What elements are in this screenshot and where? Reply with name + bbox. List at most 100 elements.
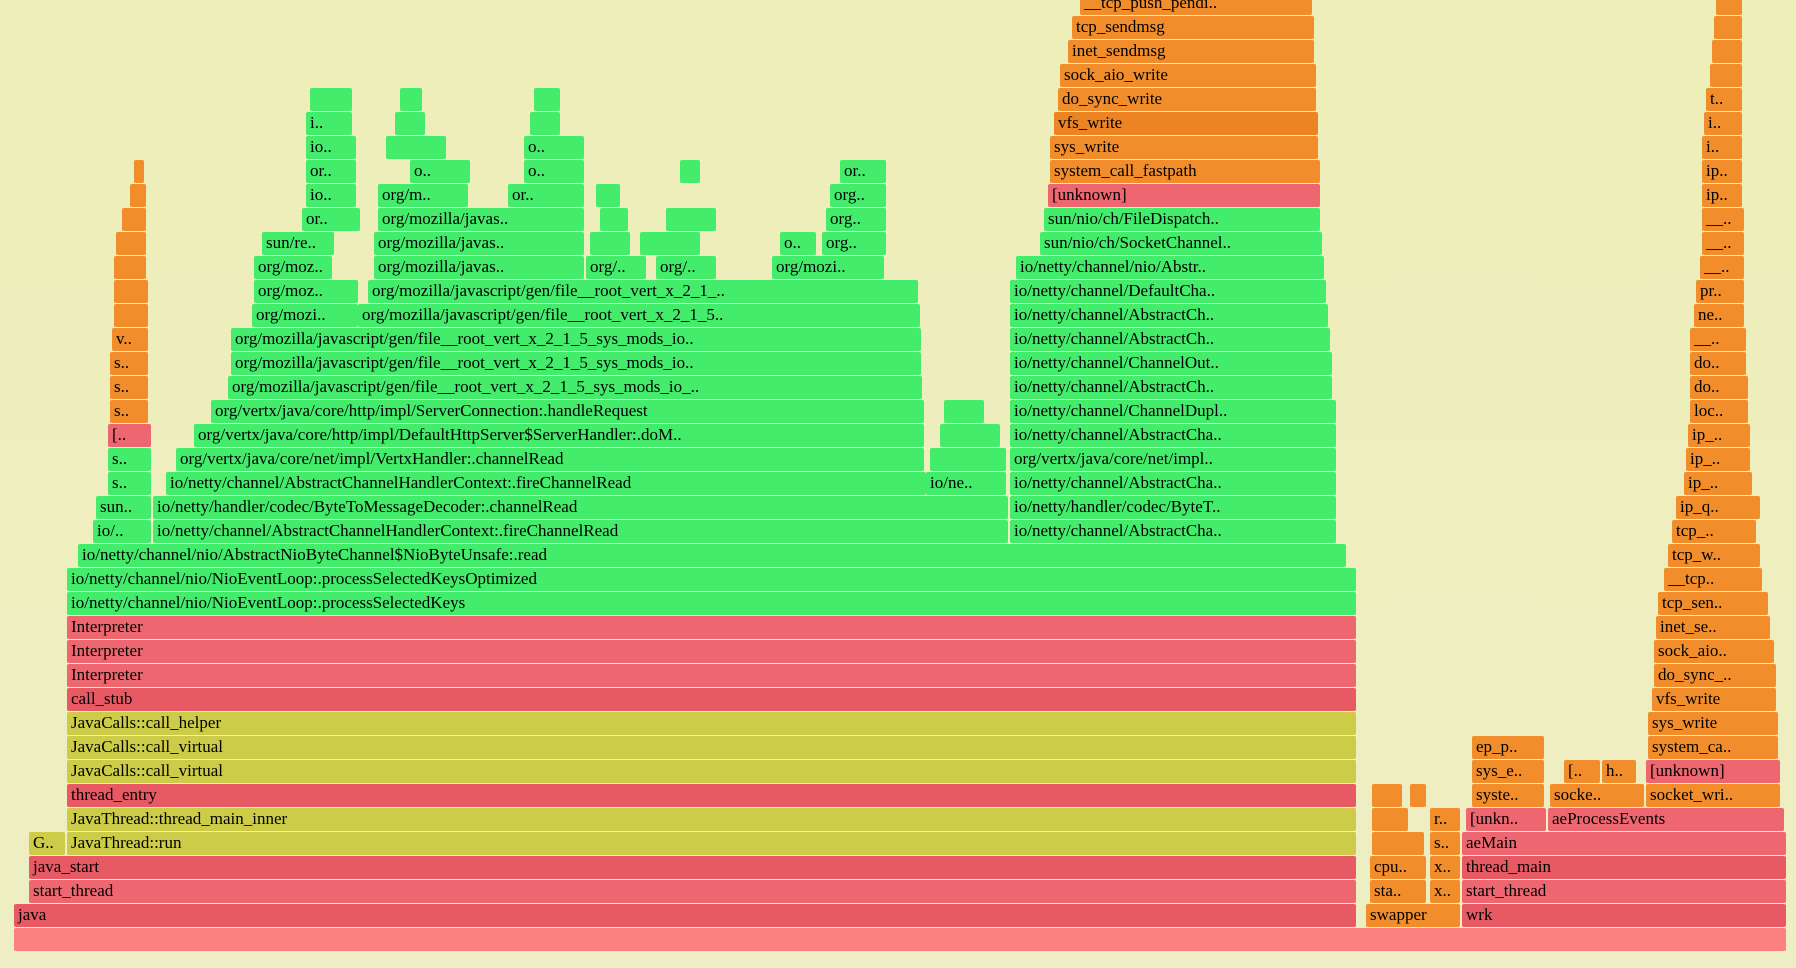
flame-frame-unlabeled[interactable] — [114, 304, 148, 327]
flame-frame[interactable]: io/netty/handler/codec/ByteT.. — [1010, 496, 1336, 519]
flame-frame[interactable]: io.. — [306, 136, 356, 159]
flame-frame-unlabeled[interactable] — [1712, 40, 1742, 63]
flame-frame[interactable]: ip_.. — [1688, 424, 1750, 447]
flame-frame[interactable]: org/mozilla/javascript/gen/file__root_ve… — [231, 328, 921, 351]
flame-frame[interactable]: i.. — [1704, 112, 1742, 135]
flame-frame[interactable]: __tcp_push_pendi.. — [1080, 0, 1312, 15]
flame-frame[interactable]: ip.. — [1702, 184, 1742, 207]
flame-frame[interactable]: org.. — [830, 184, 886, 207]
flame-frame[interactable]: java_start — [29, 856, 1356, 879]
flame-frame[interactable]: ne.. — [1694, 304, 1744, 327]
flame-frame[interactable]: ip_.. — [1684, 472, 1752, 495]
flame-frame[interactable]: sun/re.. — [262, 232, 334, 255]
flame-frame[interactable]: JavaThread::run — [67, 832, 1356, 855]
flame-frame[interactable]: thread_entry — [67, 784, 1356, 807]
flame-frame[interactable]: org/mozi.. — [772, 256, 884, 279]
flame-frame-unlabeled[interactable] — [930, 448, 1006, 471]
flame-frame[interactable]: org/.. — [586, 256, 646, 279]
flame-frame[interactable]: java — [14, 904, 1356, 927]
flame-frame[interactable]: do.. — [1690, 376, 1748, 399]
flame-frame[interactable]: inet_sendmsg — [1068, 40, 1314, 63]
flame-frame[interactable]: Interpreter — [67, 640, 1356, 663]
flame-frame[interactable]: io/netty/channel/AbstractCh.. — [1010, 376, 1332, 399]
flame-frame[interactable]: org/mozilla/javascript/gen/file__root_ve… — [231, 352, 921, 375]
flame-frame-unlabeled[interactable] — [114, 280, 148, 303]
flame-frame[interactable]: x.. — [1430, 856, 1460, 879]
flame-frame[interactable]: sun/nio/ch/FileDispatch.. — [1044, 208, 1320, 231]
flame-frame[interactable]: org/mozilla/javascript/gen/file__root_ve… — [368, 280, 918, 303]
flame-frame[interactable]: ip.. — [1702, 160, 1742, 183]
flame-frame[interactable]: sta.. — [1370, 880, 1426, 903]
flame-frame[interactable]: or.. — [508, 184, 584, 207]
flame-frame-unlabeled[interactable] — [666, 208, 716, 231]
flame-frame[interactable]: io/netty/channel/AbstractCha.. — [1010, 472, 1336, 495]
flame-frame-unlabeled[interactable] — [395, 112, 425, 135]
flame-frame[interactable]: socket_wri.. — [1646, 784, 1780, 807]
flame-frame-unlabeled[interactable] — [1372, 808, 1408, 831]
flame-frame[interactable]: io/netty/channel/AbstractCh.. — [1010, 304, 1328, 327]
flame-frame[interactable]: o.. — [524, 160, 584, 183]
flame-frame[interactable]: org/.. — [656, 256, 716, 279]
flame-frame[interactable]: sun.. — [96, 496, 151, 519]
flame-frame-unlabeled[interactable] — [534, 88, 560, 111]
flame-frame[interactable]: org/mozilla/javas.. — [374, 232, 584, 255]
flame-frame-unlabeled[interactable] — [114, 256, 146, 279]
flame-frame[interactable]: G.. — [29, 832, 65, 855]
flame-frame[interactable]: JavaCalls::call_helper — [67, 712, 1356, 735]
flame-frame[interactable]: tcp_.. — [1672, 520, 1756, 543]
flame-frame[interactable]: x.. — [1430, 880, 1460, 903]
flame-frame[interactable]: ip_q.. — [1676, 496, 1760, 519]
flame-frame[interactable]: i.. — [1702, 136, 1742, 159]
flame-frame[interactable]: s.. — [108, 448, 151, 471]
flame-frame[interactable]: start_thread — [29, 880, 1356, 903]
flame-frame[interactable]: sock_aio.. — [1654, 640, 1774, 663]
flame-frame[interactable]: __.. — [1690, 328, 1746, 351]
flame-frame[interactable]: ep_p.. — [1472, 736, 1544, 759]
flame-frame-unlabeled[interactable] — [1372, 832, 1424, 855]
flame-frame[interactable]: Interpreter — [67, 664, 1356, 687]
flame-frame[interactable]: org.. — [826, 208, 886, 231]
flame-frame[interactable]: io/netty/channel/AbstractChannelHandlerC… — [153, 520, 1008, 543]
flame-frame[interactable]: aeProcessEvents — [1548, 808, 1784, 831]
flame-frame[interactable]: o.. — [410, 160, 470, 183]
flame-frame-unlabeled[interactable] — [1372, 784, 1402, 807]
flame-frame-unlabeled[interactable] — [1716, 0, 1742, 15]
flame-frame[interactable]: socke.. — [1550, 784, 1644, 807]
flame-frame[interactable]: do_sync_write — [1058, 88, 1316, 111]
flame-frame[interactable]: pr.. — [1696, 280, 1744, 303]
flame-frame[interactable]: io/netty/channel/nio/NioEventLoop:.proce… — [67, 592, 1356, 615]
flame-frame[interactable]: s.. — [1430, 832, 1460, 855]
flame-frame[interactable]: [unknown] — [1048, 184, 1320, 207]
flame-frame-unlabeled[interactable] — [130, 184, 146, 207]
flame-frame[interactable]: do_sync_.. — [1654, 664, 1776, 687]
flame-frame-unlabeled[interactable] — [1410, 784, 1426, 807]
flame-frame[interactable]: org/vertx/java/core/http/impl/ServerConn… — [211, 400, 924, 423]
flame-frame[interactable]: tcp_sen.. — [1658, 592, 1768, 615]
flame-frame[interactable]: [unkn.. — [1466, 808, 1546, 831]
flame-frame[interactable]: or.. — [306, 160, 356, 183]
flame-frame-unlabeled[interactable] — [680, 160, 700, 183]
flame-frame-unlabeled[interactable] — [640, 232, 700, 255]
flame-frame-unlabeled[interactable] — [14, 928, 1786, 951]
flame-frame[interactable]: or.. — [840, 160, 886, 183]
flame-frame[interactable]: org/moz.. — [254, 256, 332, 279]
flame-frame[interactable]: io/ne.. — [926, 472, 1006, 495]
flame-frame-unlabeled[interactable] — [116, 232, 146, 255]
flame-frame[interactable]: io/.. — [93, 520, 151, 543]
flame-frame[interactable]: Interpreter — [67, 616, 1356, 639]
flame-frame[interactable]: __.. — [1702, 208, 1744, 231]
flame-frame[interactable]: system_call_fastpath — [1050, 160, 1320, 183]
flame-frame[interactable]: cpu.. — [1370, 856, 1426, 879]
flame-frame[interactable]: org.. — [822, 232, 886, 255]
flame-frame[interactable]: org/mozilla/javas.. — [374, 256, 584, 279]
flame-frame[interactable]: __.. — [1700, 256, 1744, 279]
flame-frame[interactable]: io/netty/handler/codec/ByteToMessageDeco… — [153, 496, 1008, 519]
flame-frame[interactable]: io/netty/channel/DefaultCha.. — [1010, 280, 1326, 303]
flame-frame-unlabeled[interactable] — [400, 88, 422, 111]
flame-frame[interactable]: syste.. — [1472, 784, 1544, 807]
flame-frame-unlabeled[interactable] — [134, 160, 144, 183]
flame-frame[interactable]: io/netty/channel/ChannelDupl.. — [1010, 400, 1336, 423]
flame-frame[interactable]: loc.. — [1690, 400, 1748, 423]
flame-frame[interactable]: start_thread — [1462, 880, 1786, 903]
flame-frame[interactable]: sock_aio_write — [1060, 64, 1316, 87]
